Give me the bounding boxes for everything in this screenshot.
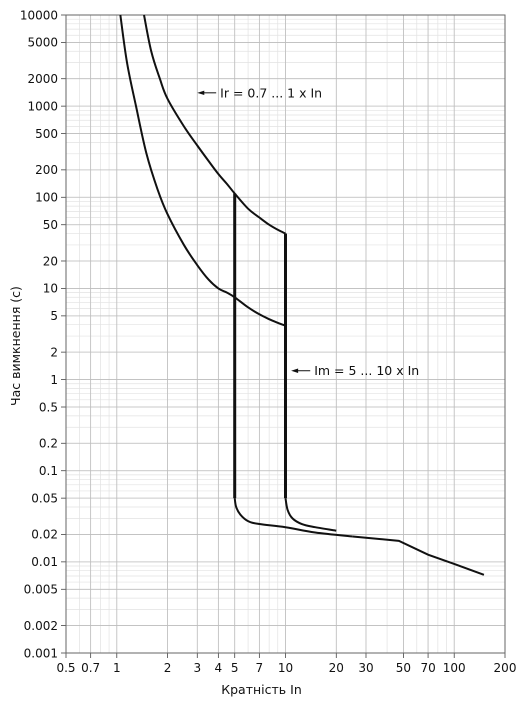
annotation-ir: Ir = 0.7 ... 1 x In <box>197 85 322 100</box>
x-tick-label: 20 <box>329 661 344 675</box>
x-tick-label: 70 <box>420 661 435 675</box>
y-tick-label: 10000 <box>20 8 58 22</box>
y-tick-label: 20 <box>43 254 58 268</box>
plot-frame <box>65 14 506 654</box>
annotation-im: Im = 5 ... 10 x In <box>291 363 419 378</box>
x-tick-label: 50 <box>396 661 411 675</box>
arrowhead-icon <box>291 368 299 373</box>
x-tick-label: 30 <box>358 661 373 675</box>
y-tick-label: 1000 <box>27 99 58 113</box>
y-tick-label: 0.1 <box>39 464 58 478</box>
y-tick-label: 1 <box>50 373 58 387</box>
series-upper-thermal <box>143 14 286 235</box>
instantaneous-tail <box>352 535 485 576</box>
x-axis-label: Кратність In <box>221 682 302 697</box>
y-tick-label: 0.002 <box>24 619 58 633</box>
y-tick-label: 0.02 <box>31 528 58 542</box>
x-tick-label: 100 <box>443 661 466 675</box>
thermal-curve <box>143 14 286 235</box>
x-tick-label: 3 <box>193 661 201 675</box>
y-axis-label: Час вимкнення (с) <box>8 286 23 406</box>
y-tick-label: 0.005 <box>24 583 58 597</box>
y-tick-label: 0.001 <box>24 646 58 660</box>
x-tick-label: 1 <box>113 661 121 675</box>
series-lower-thermal <box>119 14 286 327</box>
y-tick-label: 100 <box>35 191 58 205</box>
x-tick-label: 5 <box>231 661 239 675</box>
major-gridlines <box>61 14 506 658</box>
thermal-curve <box>119 14 286 327</box>
y-tick-label: 2000 <box>27 72 58 86</box>
x-tick-label: 10 <box>278 661 293 675</box>
series-magnetic-trip-upper <box>284 233 337 532</box>
x-tick-label: 7 <box>256 661 264 675</box>
y-tick-label: 0.05 <box>31 491 58 505</box>
y-tick-labels: 0.001 0.002 0.005 0.01 0.02 0.05 0.1 0.2 0.5 1 2 5 1… <box>20 8 58 660</box>
x-tick-label: 2 <box>164 661 172 675</box>
annotation-layer: Ir = 0.7 ... 1 x In Im = 5 ... 10 x In <box>197 85 419 378</box>
x-tick-label: 0.7 <box>81 661 100 675</box>
y-tick-label: 0.5 <box>39 400 58 414</box>
y-tick-label: 2 <box>50 345 58 359</box>
annotation-label: Im = 5 ... 10 x In <box>314 363 419 378</box>
instantaneous-curve <box>233 497 353 538</box>
x-tick-label: 4 <box>215 661 223 675</box>
x-tick-label: 0.5 <box>56 661 75 675</box>
annotation-label: Ir = 0.7 ... 1 x In <box>220 85 322 100</box>
y-tick-label: 10 <box>43 282 58 296</box>
instantaneous-curve <box>284 497 337 532</box>
y-tick-label: 0.01 <box>31 555 58 569</box>
y-tick-label: 200 <box>35 163 58 177</box>
x-tick-labels: 0.5 0.7 1 2 3 4 5 7 10 20 30 50 70 100 200 <box>56 661 516 675</box>
arrowhead-icon <box>197 90 205 96</box>
y-tick-label: 0.2 <box>39 437 58 451</box>
series-magnetic-trip <box>233 193 485 576</box>
series-layer <box>119 14 485 576</box>
y-tick-label: 5 <box>50 309 58 323</box>
y-tick-label: 500 <box>35 127 58 141</box>
y-tick-label: 50 <box>43 218 58 232</box>
x-tick-label: 200 <box>494 661 517 675</box>
y-tick-label: 5000 <box>27 36 58 50</box>
